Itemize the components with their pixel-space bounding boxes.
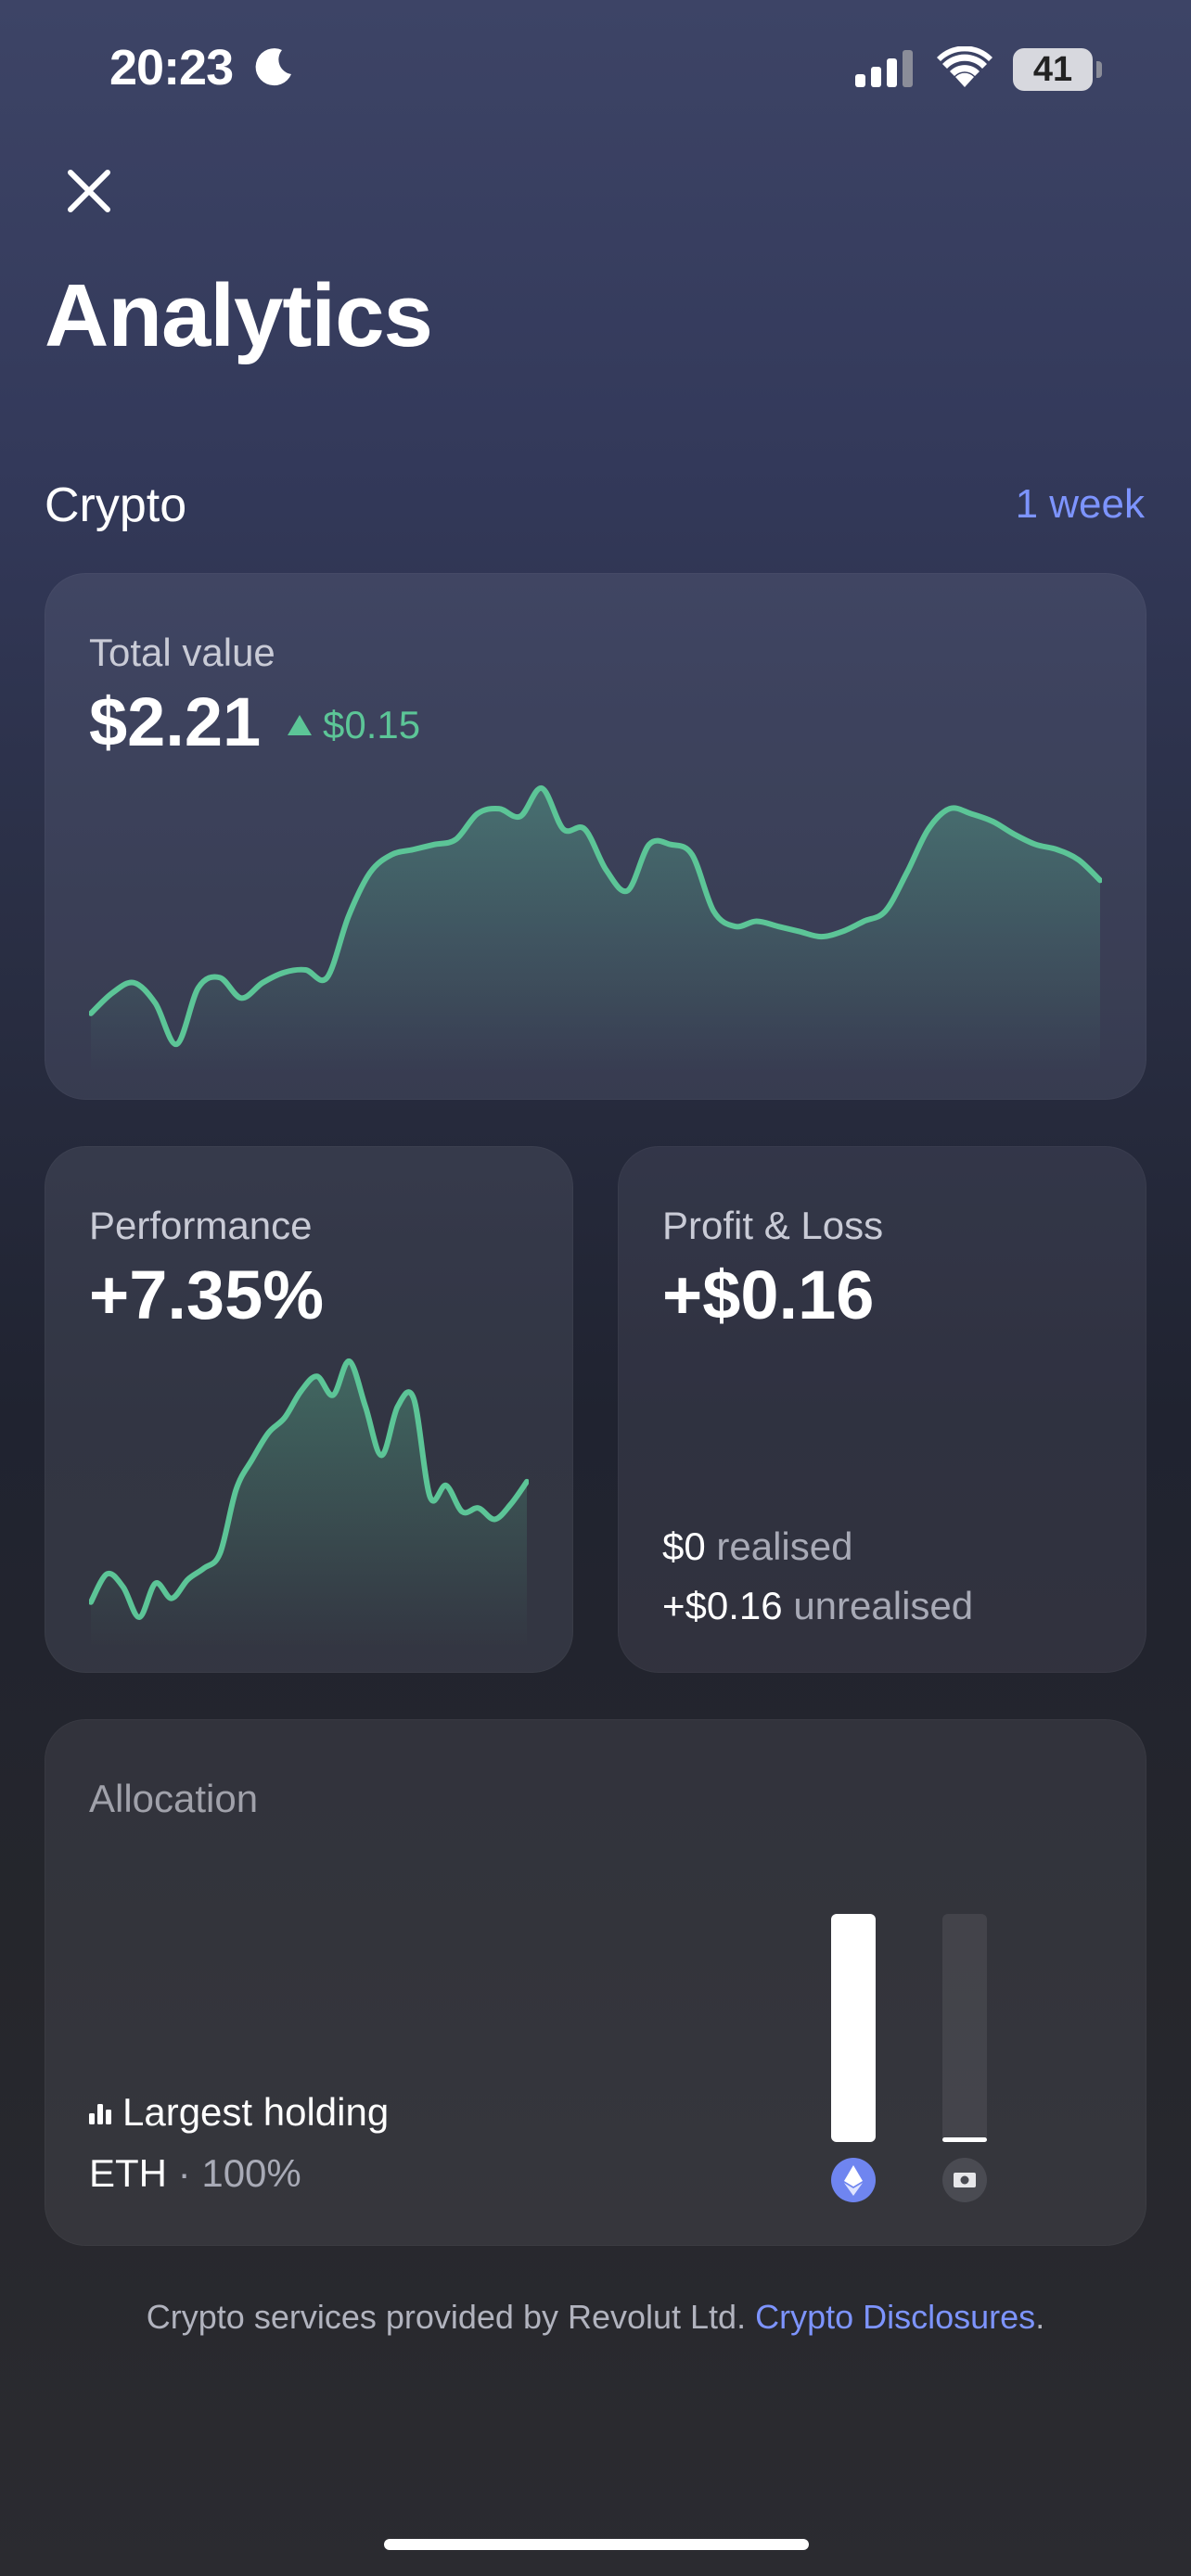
- cash-icon: [942, 2158, 987, 2202]
- profit-loss-value: +$0.16: [662, 1256, 875, 1333]
- unrealised-amount: +$0.16: [662, 1584, 783, 1627]
- chart-series-line: [89, 1358, 529, 1620]
- allocation-bar-eth-fill: [831, 1914, 876, 2142]
- performance-value: +7.35%: [89, 1256, 325, 1333]
- asset-name: ETH: [89, 2151, 167, 2195]
- ethereum-icon: [831, 2158, 876, 2202]
- realised-label: realised: [716, 1524, 853, 1568]
- cellular-signal-icon: [855, 50, 913, 87]
- profit-loss-card[interactable]: Profit & Loss +$0.16 $0 realised +$0.16 …: [618, 1146, 1146, 1673]
- footer-text: Crypto services provided by Revolut Ltd.: [146, 2298, 747, 2336]
- total-value-card[interactable]: Total value $2.21 $0.15: [45, 573, 1146, 1100]
- chart-area-fill: [91, 787, 1100, 1074]
- allocation-label: Allocation: [89, 1777, 259, 1820]
- allocation-card[interactable]: Allocation Largest holding ETH · 100%: [45, 1719, 1146, 2246]
- unrealised-label: unrealised: [793, 1584, 974, 1627]
- bar-chart-icon: [89, 2104, 111, 2124]
- unrealised-line: +$0.16 unrealised: [662, 1584, 973, 1628]
- total-value-chart: [89, 785, 1102, 1074]
- crypto-disclosures-link[interactable]: Crypto Disclosures: [755, 2298, 1036, 2336]
- moon-icon: [255, 48, 291, 86]
- total-value-label: Total value: [89, 631, 275, 674]
- total-value-amount: $2.21: [89, 683, 262, 760]
- performance-chart: [89, 1358, 529, 1647]
- largest-holding-label: Largest holding: [122, 2090, 390, 2134]
- battery-indicator: 41: [1013, 48, 1093, 91]
- up-arrow-icon: [288, 715, 312, 735]
- footer-disclaimer: Crypto services provided by Revolut Ltd.…: [0, 2298, 1191, 2337]
- realised-amount: $0: [662, 1524, 706, 1568]
- section-label: Crypto: [45, 478, 187, 532]
- allocation-bar-eth[interactable]: [831, 1914, 876, 2142]
- battery-nub: [1096, 61, 1102, 78]
- wifi-icon: [937, 46, 992, 87]
- realised-line: $0 realised: [662, 1524, 852, 1569]
- home-indicator[interactable]: [384, 2539, 809, 2550]
- page-title: Analytics: [45, 266, 433, 365]
- total-value-change: $0.15: [288, 703, 420, 747]
- total-value-change-amount: $0.15: [323, 703, 421, 746]
- asset-percent: 100%: [201, 2151, 301, 2195]
- largest-holding: Largest holding: [89, 2090, 389, 2135]
- allocation-bar-cash[interactable]: [942, 1914, 987, 2142]
- asset-separator: ·: [177, 2151, 191, 2195]
- status-time: 20:23: [109, 40, 234, 96]
- performance-label: Performance: [89, 1204, 313, 1247]
- period-selector[interactable]: 1 week: [1015, 481, 1145, 527]
- allocation-bar-cash-fill: [942, 2137, 987, 2142]
- performance-card[interactable]: Performance +7.35%: [45, 1146, 573, 1673]
- largest-holding-asset: ETH · 100%: [89, 2151, 301, 2196]
- profit-loss-label: Profit & Loss: [662, 1204, 884, 1247]
- chart-series-line: [89, 785, 1102, 1047]
- chart-area-fill: [91, 1360, 527, 1647]
- close-icon[interactable]: [65, 167, 113, 215]
- footer-suffix: .: [1035, 2298, 1045, 2336]
